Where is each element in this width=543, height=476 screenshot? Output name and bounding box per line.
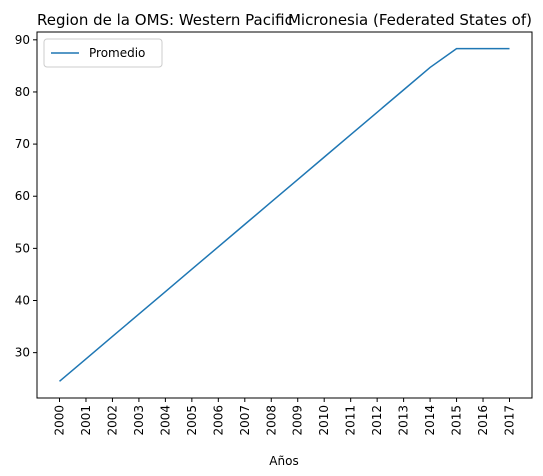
series-layer [59, 47, 510, 382]
y-axis: 30 40 50 60 70 80 90 [15, 33, 37, 360]
x-tick-label: 2008 [264, 405, 278, 436]
chart-title-right: Micronesia (Federated States of) [288, 11, 532, 29]
legend-entry-promedio: Promedio [89, 46, 145, 60]
y-tick-label: 70 [15, 137, 30, 151]
x-tick-label: 2001 [79, 405, 93, 436]
x-tick-label: 2006 [211, 405, 225, 436]
legend: Promedio [43, 38, 163, 68]
x-tick-label: 2007 [238, 405, 252, 436]
x-axis: 2000 2001 2002 2003 2004 2005 2006 2007 2008 2009… [53, 398, 517, 436]
x-tick-label: 2012 [370, 405, 384, 436]
x-tick-label: 2010 [317, 405, 331, 436]
chart-title-left: Region de la OMS: Western Pacific [37, 11, 293, 29]
x-tick-label: 2004 [158, 405, 172, 436]
x-tick-label: 2009 [291, 405, 305, 436]
x-tick-label: 2014 [423, 405, 437, 436]
y-tick-label: 90 [15, 33, 30, 47]
y-tick-label: 40 [15, 294, 30, 308]
y-tick-label: 80 [15, 85, 30, 99]
x-tick-label: 2017 [503, 405, 517, 436]
y-tick-label: 30 [15, 346, 30, 360]
x-tick-label: 2016 [476, 405, 490, 436]
plot-area [36, 31, 533, 399]
y-tick-label: 60 [15, 189, 30, 203]
x-tick-label: 2005 [185, 405, 199, 436]
legend-box [43, 38, 163, 68]
y-tick-label: 50 [15, 241, 30, 255]
x-tick-label: 2015 [450, 405, 464, 436]
x-tick-label: 2003 [132, 405, 146, 436]
x-tick-label: 2011 [344, 405, 358, 436]
x-tick-label: 2013 [397, 405, 411, 436]
x-axis-label: Años [269, 454, 298, 468]
x-tick-label: 2002 [105, 405, 119, 436]
x-tick-label: 2000 [53, 405, 67, 436]
series-line-0 [59, 47, 510, 382]
